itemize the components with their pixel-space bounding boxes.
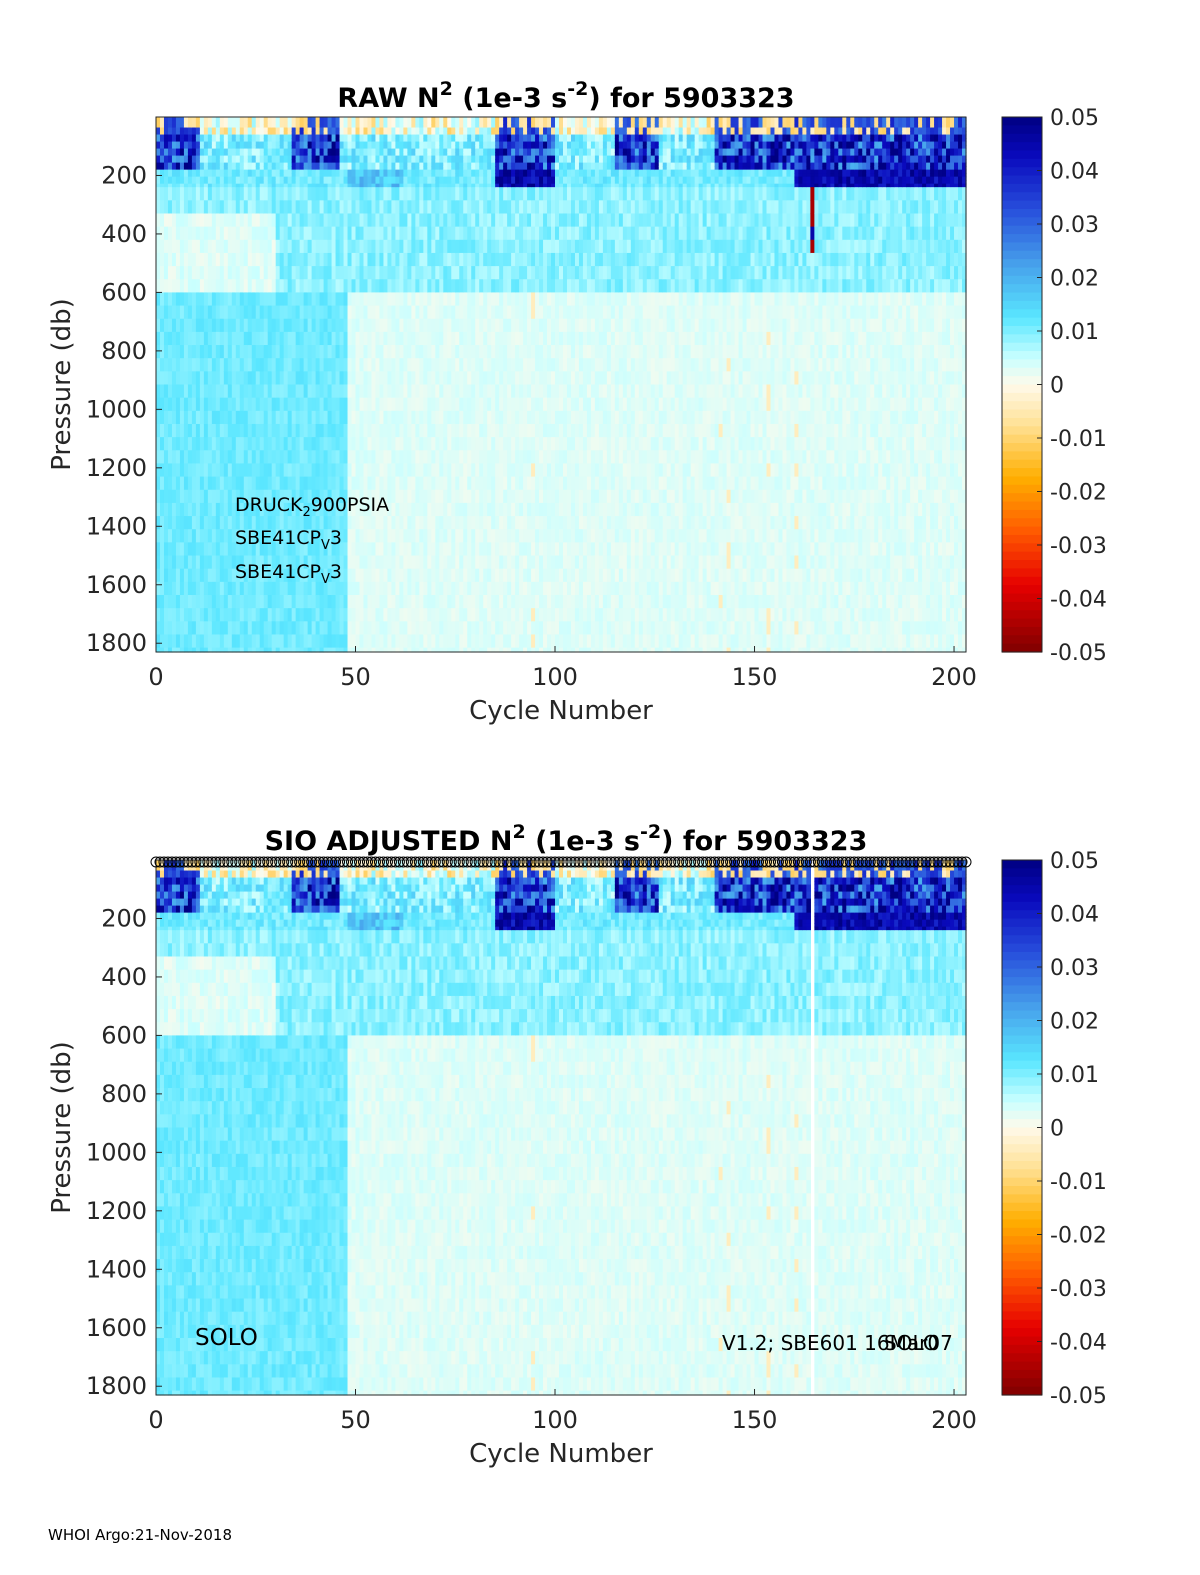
- y-tick-label-0-600: 600: [101, 278, 147, 306]
- chart-title-1: SIO ADJUSTED N2 (1e-3 s-2) for 5903323: [265, 821, 868, 857]
- y-tick-label-0-400: 400: [101, 220, 147, 248]
- colorbar-1: [1002, 860, 1042, 1396]
- x-tick-label-0-100: 100: [532, 663, 578, 691]
- footer-stamp: WHOI Argo:21-Nov-2018: [48, 1526, 232, 1544]
- colorbar-label-0-0: 0.05: [1050, 106, 1099, 131]
- colorbar-label-0-3: 0.02: [1050, 267, 1099, 292]
- colorbar-label-0-10: -0.05: [1050, 641, 1107, 666]
- sensor-note-1: DRUCK2900PSIA: [235, 494, 389, 520]
- x-tick-label-1-100: 100: [532, 1406, 578, 1434]
- colorbar-label-1-0: 0.05: [1050, 849, 1099, 874]
- y-tick-label-1-600: 600: [101, 1021, 147, 1049]
- x-axis-label-1: Cycle Number: [469, 1439, 653, 1469]
- y-tick-label-1-1800: 1800: [86, 1372, 147, 1400]
- x-axis-label-0: Cycle Number: [469, 696, 653, 726]
- colorbar-label-0-5: 0: [1050, 374, 1064, 399]
- colorbar-label-1-5: 0: [1050, 1117, 1064, 1142]
- y-tick-label-0-200: 200: [101, 161, 147, 189]
- colorbar-0: [1002, 117, 1042, 653]
- y-tick-label-1-1400: 1400: [86, 1255, 147, 1283]
- colorbar-label-0-2: 0.03: [1050, 213, 1099, 238]
- y-tick-label-1-1600: 1600: [86, 1314, 147, 1342]
- y-tick-label-0-1800: 1800: [86, 629, 147, 657]
- colorbar-label-0-8: -0.03: [1050, 534, 1107, 559]
- x-tick-label-0-150: 150: [732, 663, 778, 691]
- colorbar-label-1-3: 0.02: [1050, 1010, 1099, 1035]
- float-type-label: SOLO: [195, 1325, 258, 1351]
- y-tick-label-0-1600: 1600: [86, 571, 147, 599]
- colorbar-label-1-4: 0.01: [1050, 1063, 1099, 1088]
- chart-title-0: RAW N2 (1e-3 s-2) for 5903323: [337, 78, 794, 114]
- colorbar-label-1-10: -0.05: [1050, 1384, 1107, 1409]
- x-tick-label-1-50: 50: [340, 1406, 371, 1434]
- colorbar-label-0-9: -0.04: [1050, 588, 1107, 613]
- colorbar-label-0-6: -0.01: [1050, 427, 1107, 452]
- x-tick-label-1-150: 150: [732, 1406, 778, 1434]
- sensor-note-3: SBE41CPV3: [235, 561, 342, 587]
- x-tick-label-0-200: 200: [931, 663, 977, 691]
- colorbar-label-1-1: 0.04: [1050, 903, 1099, 928]
- y-tick-label-1-1000: 1000: [86, 1138, 147, 1166]
- y-tick-label-0-1400: 1400: [86, 512, 147, 540]
- y-tick-label-1-200: 200: [101, 904, 147, 932]
- heatmap-1: [156, 860, 967, 1396]
- y-axis-label-0: Pressure (db): [47, 298, 77, 471]
- colorbar-label-1-6: -0.01: [1050, 1170, 1107, 1195]
- y-tick-label-0-1200: 1200: [86, 454, 147, 482]
- y-tick-label-0-1000: 1000: [86, 395, 147, 423]
- x-tick-label-1-0: 0: [148, 1406, 163, 1434]
- y-axis-label-1: Pressure (db): [47, 1041, 77, 1214]
- y-tick-label-0-800: 800: [101, 337, 147, 365]
- x-tick-label-0-0: 0: [148, 663, 163, 691]
- y-tick-label-1-800: 800: [101, 1080, 147, 1108]
- colorbar-label-0-7: -0.02: [1050, 481, 1107, 506]
- x-tick-label-1-200: 200: [931, 1406, 977, 1434]
- colorbar-label-0-1: 0.04: [1050, 160, 1099, 185]
- sensor-note-2: SBE41CPV3: [235, 527, 342, 553]
- y-tick-label-1-1200: 1200: [86, 1197, 147, 1225]
- firmware-label-overlap: SOLO: [884, 1331, 939, 1355]
- colorbar-label-1-7: -0.02: [1050, 1224, 1107, 1249]
- x-tick-label-0-50: 50: [340, 663, 371, 691]
- colorbar-label-1-8: -0.03: [1050, 1277, 1107, 1302]
- colorbar-label-1-2: 0.03: [1050, 956, 1099, 981]
- y-tick-label-1-400: 400: [101, 963, 147, 991]
- colorbar-label-0-4: 0.01: [1050, 320, 1099, 345]
- colorbar-label-1-9: -0.04: [1050, 1331, 1107, 1356]
- figure: 0 50 100 150 2002004006008001000120014001600…: [0, 0, 1200, 1575]
